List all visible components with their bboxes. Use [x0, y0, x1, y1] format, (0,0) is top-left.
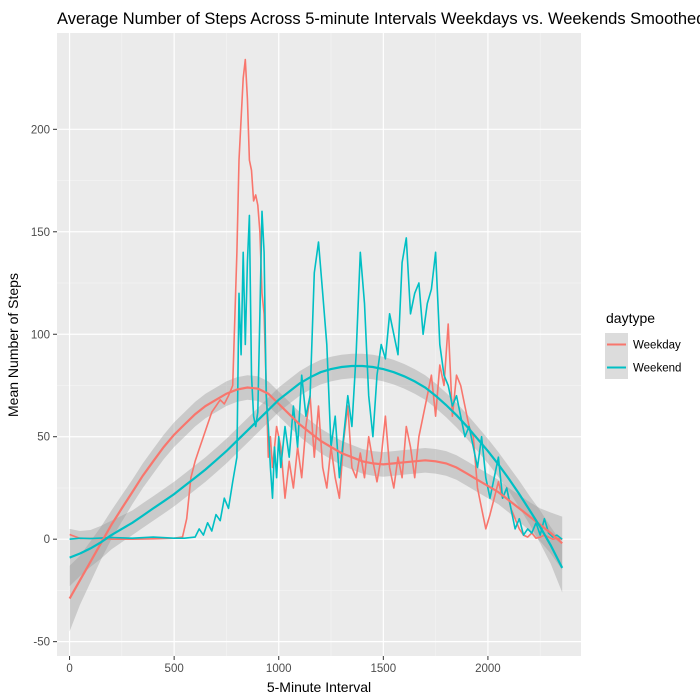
x-tick-label: 500 [165, 663, 184, 675]
x-axis-title: 5-Minute Interval [267, 679, 371, 695]
plot-panel [57, 33, 581, 656]
x-axis-ticks: 0 500 1000 1500 2000 [66, 656, 501, 675]
confidence-band-weekday [69, 375, 563, 632]
y-tick-label: 0 [44, 534, 50, 546]
legend-title: daytype [606, 310, 655, 326]
y-tick-label: 150 [31, 227, 50, 239]
y-axis-title: Mean Number of Steps [5, 273, 21, 417]
chart-title: Average Number of Steps Across 5-minute … [57, 10, 700, 28]
smooth-line-weekday [68, 386, 563, 600]
legend: daytype Weekday Weekend [605, 310, 681, 379]
y-tick-label: -50 [33, 637, 50, 649]
y-tick-label: 50 [37, 432, 50, 444]
grid [57, 33, 581, 656]
x-tick-label: 1500 [371, 663, 397, 675]
x-tick-label: 2000 [475, 663, 501, 675]
x-tick-label: 0 [66, 663, 72, 675]
x-tick-label: 1000 [266, 663, 292, 675]
y-axis-ticks: -50 0 50 100 150 200 [31, 124, 57, 649]
smooth-line-weekend [69, 364, 564, 569]
confidence-bands [69, 353, 563, 632]
legend-label-weekday: Weekday [633, 340, 681, 352]
series-layer [68, 58, 564, 600]
y-tick-label: 100 [31, 329, 50, 341]
y-tick-label: 200 [31, 124, 50, 136]
series-line-weekday [69, 58, 563, 541]
legend-label-weekend: Weekend [633, 363, 681, 375]
